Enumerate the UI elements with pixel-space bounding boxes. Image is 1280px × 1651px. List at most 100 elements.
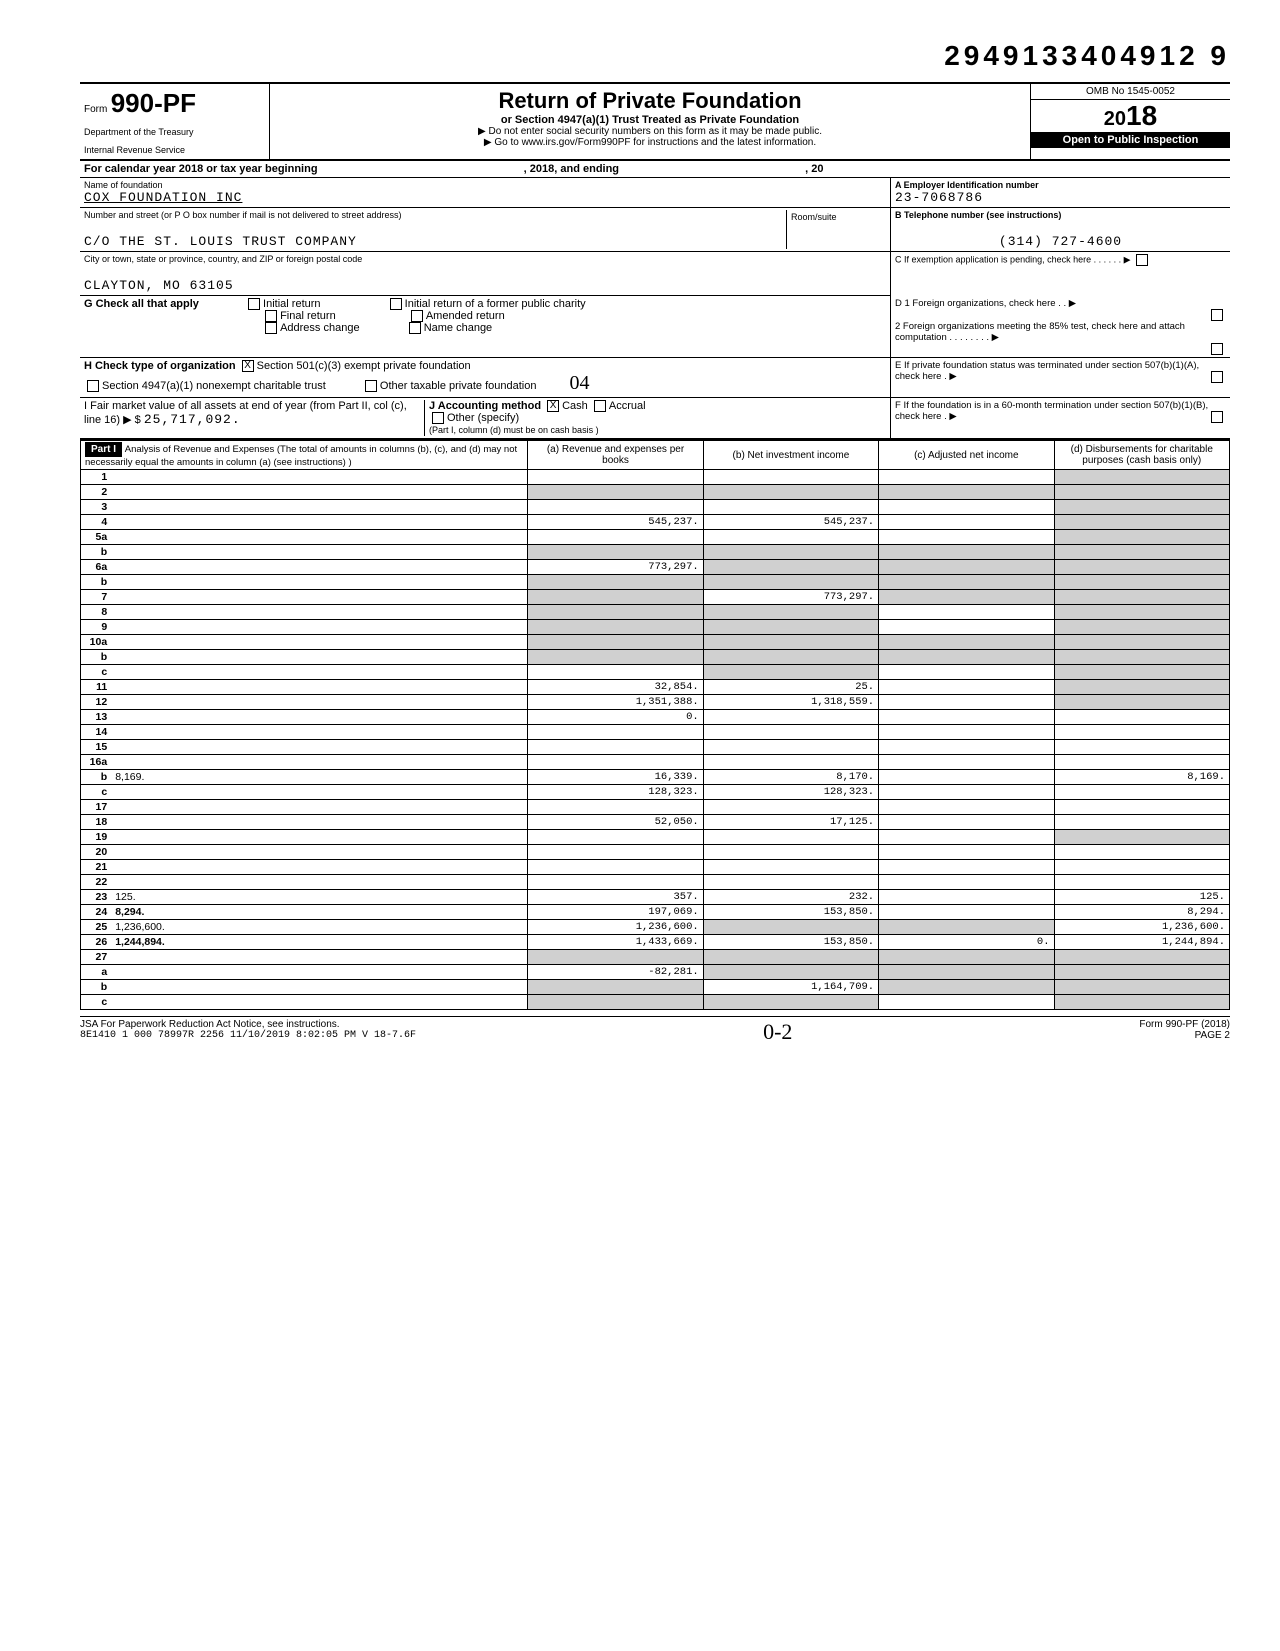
row-description	[111, 860, 528, 875]
row-col-d	[1054, 485, 1229, 500]
chk-address-change[interactable]	[265, 322, 277, 334]
row-col-d	[1054, 665, 1229, 680]
row-number: 7	[81, 590, 112, 605]
opt-cash: Cash	[562, 400, 588, 412]
row-number: c	[81, 785, 112, 800]
row-col-c	[879, 905, 1054, 920]
opt-501c3: Section 501(c)(3) exempt private foundat…	[257, 360, 471, 372]
chk-501c3[interactable]: X	[242, 360, 254, 372]
row-description	[111, 635, 528, 650]
row-number: 9	[81, 620, 112, 635]
row-col-b: 1,164,709.	[703, 980, 878, 995]
table-row: 7773,297.	[81, 590, 1230, 605]
chk-d2[interactable]	[1211, 343, 1223, 355]
row-description	[111, 665, 528, 680]
row-description	[111, 755, 528, 770]
row-col-d	[1054, 995, 1229, 1010]
row-col-a	[528, 665, 703, 680]
table-row: 9	[81, 620, 1230, 635]
row-col-b	[703, 725, 878, 740]
table-row: 19	[81, 830, 1230, 845]
row-number: 22	[81, 875, 112, 890]
table-row: 1	[81, 470, 1230, 485]
row-col-a	[528, 620, 703, 635]
i-label: I Fair market value of all assets at end…	[84, 400, 407, 426]
row-col-d	[1054, 785, 1229, 800]
col-b-header: (b) Net investment income	[703, 441, 878, 470]
row-col-a	[528, 830, 703, 845]
row-col-c	[879, 725, 1054, 740]
dept-irs: Internal Revenue Service	[84, 145, 265, 155]
h-label: H Check type of organization	[84, 360, 236, 372]
address-value: C/O THE ST. LOUIS TRUST COMPANY	[84, 234, 786, 249]
chk-final-return[interactable]	[265, 310, 277, 322]
row-col-c	[879, 680, 1054, 695]
chk-initial-return[interactable]	[248, 298, 260, 310]
row-col-a: 357.	[528, 890, 703, 905]
table-row: 1132,854.25.	[81, 680, 1230, 695]
row-col-d	[1054, 650, 1229, 665]
row-col-c	[879, 815, 1054, 830]
exemption-pending-checkbox[interactable]	[1136, 254, 1148, 266]
row-col-d	[1054, 680, 1229, 695]
table-row: b	[81, 545, 1230, 560]
row-col-c	[879, 920, 1054, 935]
chk-initial-former[interactable]	[390, 298, 402, 310]
row-col-a: 197,069.	[528, 905, 703, 920]
dept-treasury: Department of the Treasury	[84, 127, 265, 137]
row-col-a	[528, 605, 703, 620]
chk-other-method[interactable]	[432, 412, 444, 424]
row-col-b	[703, 860, 878, 875]
row-col-c	[879, 650, 1054, 665]
col-d-header: (d) Disbursements for charitable purpose…	[1054, 441, 1229, 470]
table-row: 261,244,894.1,433,669.153,850.0.1,244,89…	[81, 935, 1230, 950]
opt-initial-former: Initial return of a former public charit…	[405, 298, 586, 310]
table-row: 17	[81, 800, 1230, 815]
row-col-b	[703, 485, 878, 500]
row-col-b	[703, 545, 878, 560]
table-row: 130.	[81, 710, 1230, 725]
row-number: 10a	[81, 635, 112, 650]
row-col-a	[528, 800, 703, 815]
chk-4947[interactable]	[87, 380, 99, 392]
row-col-a	[528, 980, 703, 995]
stamp-04: 04	[570, 372, 590, 394]
row-col-b	[703, 575, 878, 590]
table-row: 21	[81, 860, 1230, 875]
row-description	[111, 830, 528, 845]
row-number: 14	[81, 725, 112, 740]
chk-f[interactable]	[1211, 411, 1223, 423]
table-row: 22	[81, 875, 1230, 890]
row-col-d	[1054, 470, 1229, 485]
row-col-a: 1,433,669.	[528, 935, 703, 950]
row-col-c	[879, 470, 1054, 485]
phone-value: (314) 727-4600	[895, 234, 1226, 249]
table-row: 16a	[81, 755, 1230, 770]
table-row: 14	[81, 725, 1230, 740]
chk-accrual[interactable]	[594, 400, 606, 412]
chk-name-change[interactable]	[409, 322, 421, 334]
row-description	[111, 725, 528, 740]
row-col-a: 32,854.	[528, 680, 703, 695]
room-suite-label: Room/suite	[791, 212, 882, 222]
chk-e[interactable]	[1211, 371, 1223, 383]
table-row: b	[81, 650, 1230, 665]
opt-amended: Amended return	[426, 310, 505, 322]
row-col-b	[703, 650, 878, 665]
row-col-d: 8,169.	[1054, 770, 1229, 785]
chk-amended[interactable]	[411, 310, 423, 322]
row-number: 16a	[81, 755, 112, 770]
row-number: b	[81, 650, 112, 665]
row-description	[111, 815, 528, 830]
row-col-b: 153,850.	[703, 935, 878, 950]
chk-other-taxable[interactable]	[365, 380, 377, 392]
chk-cash[interactable]: X	[547, 400, 559, 412]
opt-final-return: Final return	[280, 310, 336, 322]
row-col-a	[528, 500, 703, 515]
row-description: 8,294.	[111, 905, 528, 920]
row-description	[111, 515, 528, 530]
chk-d1[interactable]	[1211, 309, 1223, 321]
row-description: 1,244,894.	[111, 935, 528, 950]
table-row: b8,169.16,339.8,170.8,169.	[81, 770, 1230, 785]
table-row: 10a	[81, 635, 1230, 650]
